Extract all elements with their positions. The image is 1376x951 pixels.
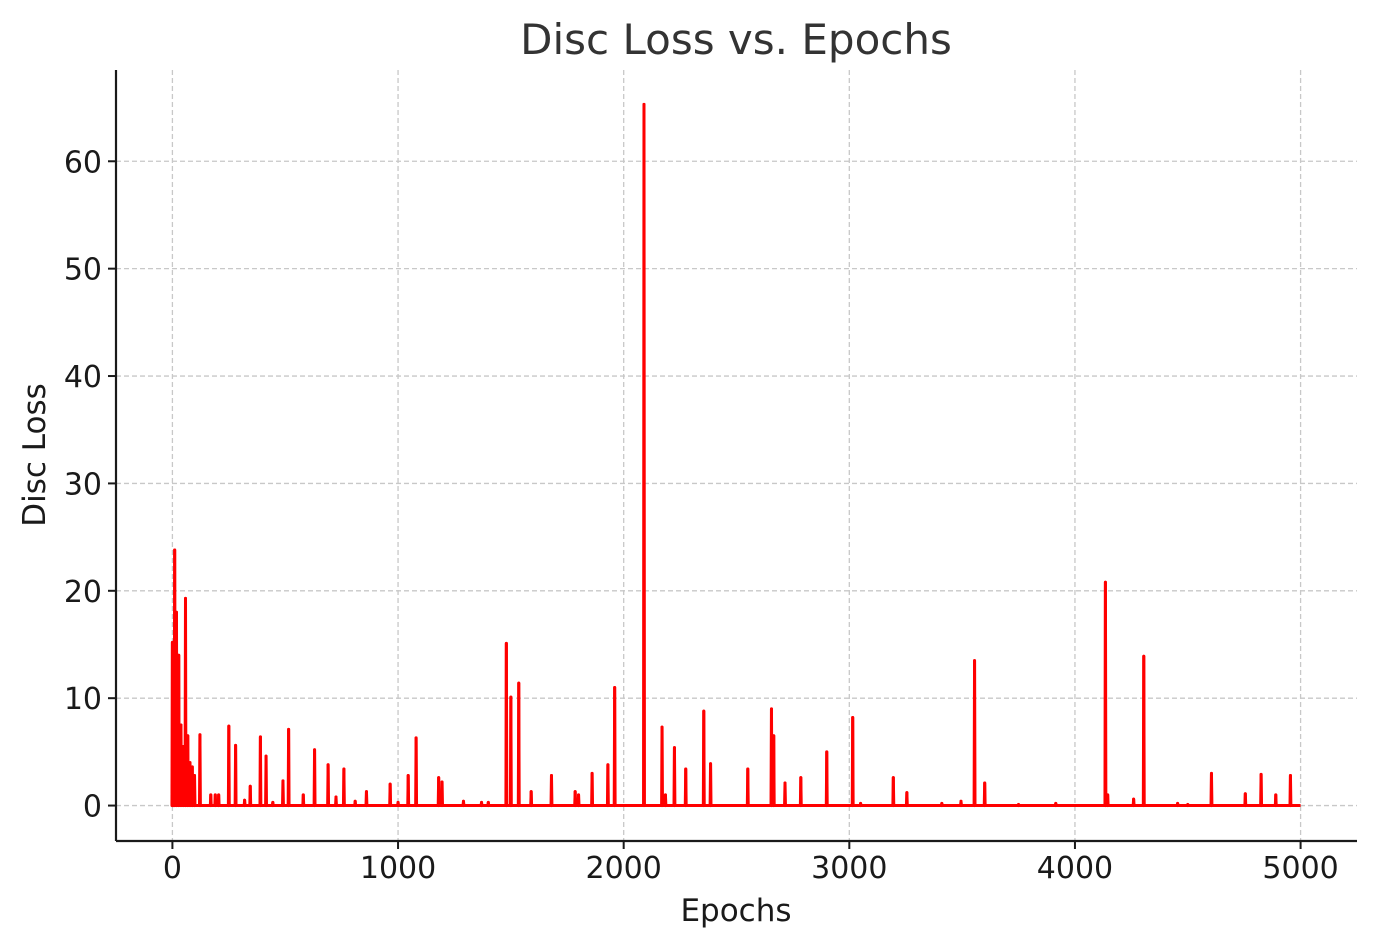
x-tick-label: 5000 bbox=[1262, 851, 1338, 886]
line-layer bbox=[170, 102, 1301, 808]
x-tick-label: 2000 bbox=[586, 851, 662, 886]
x-tick-label: 1000 bbox=[360, 851, 436, 886]
x-tick-label: 3000 bbox=[811, 851, 887, 886]
y-tick-label: 10 bbox=[64, 682, 102, 717]
x-tick-label: 0 bbox=[163, 851, 182, 886]
x-axis-label: Epochs bbox=[680, 893, 791, 929]
series-line bbox=[170, 102, 1301, 808]
y-tick-label: 0 bbox=[83, 790, 102, 825]
chart-title: Disc Loss vs. Epochs bbox=[520, 15, 952, 64]
y-axis-label: Disc Loss bbox=[17, 383, 53, 527]
axes-layer: 0 1000 2000 3000 4000 5000 0 10 20 30 40 50 60 bbox=[64, 70, 1357, 886]
grid-layer bbox=[116, 70, 1357, 841]
y-tick-label: 30 bbox=[64, 467, 102, 502]
y-tick-label: 60 bbox=[64, 145, 102, 180]
y-tick-label: 50 bbox=[64, 253, 102, 288]
y-tick-label: 20 bbox=[64, 575, 102, 610]
x-tick-label: 4000 bbox=[1037, 851, 1113, 886]
y-tick-label: 40 bbox=[64, 360, 102, 395]
